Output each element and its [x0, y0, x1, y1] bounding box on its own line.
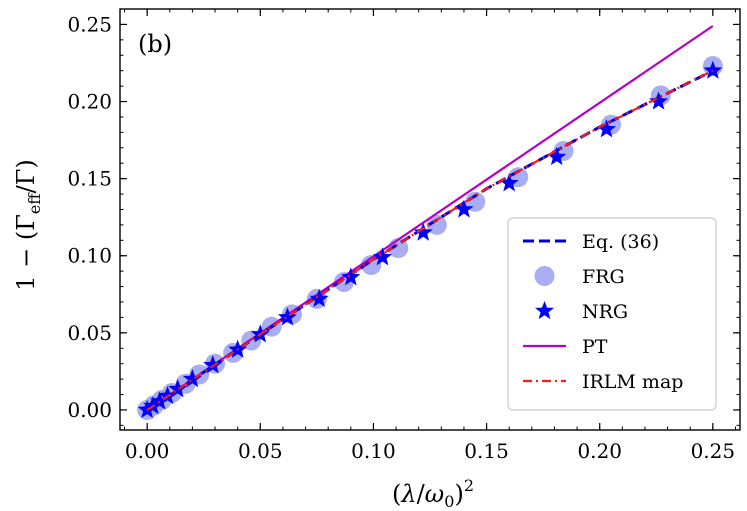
legend-frg-marker — [534, 266, 555, 286]
x-axis-title: (λ/ω0)2 — [392, 476, 474, 511]
axis-ticks: 0.00 0.05 0.10 0.15 0.20 0.25 0.00 0.05 0.10 0.15… — [67, 8, 740, 463]
legend-label: PT — [582, 336, 608, 358]
nrg-point — [547, 147, 567, 166]
y-tick-label: 0.15 — [67, 167, 112, 191]
nrg-point — [182, 369, 202, 388]
nrg-point — [454, 199, 474, 218]
nrg-point — [150, 391, 170, 410]
nrg-point — [168, 379, 188, 398]
x-tick-label: 0.00 — [125, 439, 170, 463]
legend-label: IRLM map — [582, 371, 683, 393]
x-tick-label: 0.15 — [464, 439, 509, 463]
nrg-point — [499, 173, 519, 192]
nrg-point — [277, 307, 297, 326]
legend-label: NRG — [582, 301, 628, 323]
x-tick-label: 0.10 — [351, 439, 396, 463]
y-axis-title: 1 − (Γeff/Γ) — [12, 159, 44, 291]
y-tick-label: 0.20 — [67, 90, 112, 114]
legend-label: Eq. (36) — [582, 231, 659, 253]
plot-frame — [119, 8, 741, 431]
y-tick-label: 0.10 — [67, 244, 112, 268]
legend-box — [507, 217, 717, 411]
nrg-point — [596, 119, 617, 138]
x-tick-label: 0.05 — [238, 439, 283, 463]
nrg-point — [372, 247, 392, 266]
y-tick-label: 0.00 — [67, 398, 112, 422]
legend-label: FRG — [582, 266, 625, 288]
nrg-point — [703, 60, 723, 79]
frg-point — [361, 254, 382, 275]
nrg-point — [309, 288, 329, 308]
legend: Eq. (36) FRG NRG PT IRLM map — [507, 217, 717, 411]
nrg-point — [649, 91, 669, 110]
panel-label: (b) — [138, 30, 172, 58]
nrg-point — [341, 267, 361, 286]
nrg-point — [203, 355, 223, 374]
y-tick-label: 0.25 — [67, 12, 112, 36]
y-tick-label: 0.05 — [67, 321, 112, 345]
data-series — [137, 25, 723, 420]
x-tick-label: 0.20 — [577, 439, 622, 463]
irlm-map-line — [146, 69, 714, 411]
legend-nrg-marker — [534, 301, 555, 320]
x-tick-label: 0.25 — [691, 439, 736, 463]
nrg-point — [413, 222, 433, 241]
